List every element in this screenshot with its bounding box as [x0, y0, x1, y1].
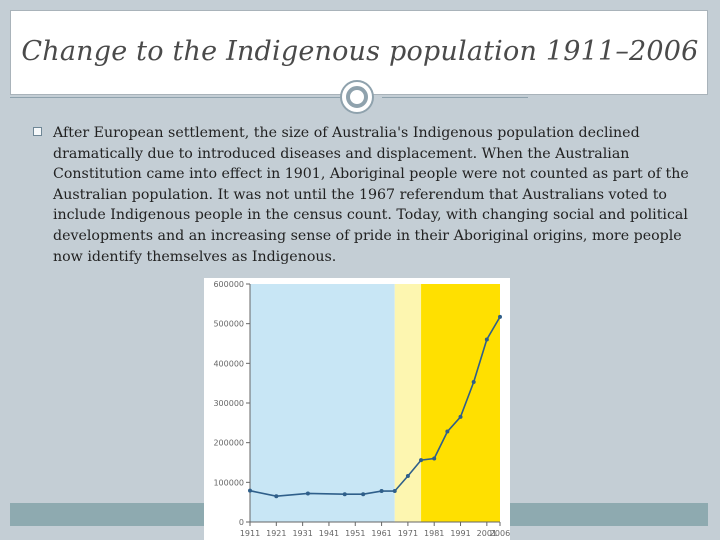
y-tick-label: 200000 [213, 439, 244, 448]
y-tick-label: 300000 [213, 399, 244, 408]
y-tick-label: 400000 [213, 359, 244, 368]
chart-band-0 [250, 284, 395, 522]
x-tick-label: 2006 [490, 529, 510, 538]
data-point [471, 379, 476, 384]
x-tick-label: 1911 [240, 529, 260, 538]
bullet-text: After European settlement, the size of A… [53, 125, 689, 265]
title-divider-left [10, 97, 340, 98]
x-tick-label: 1981 [424, 529, 444, 538]
data-point [274, 494, 279, 499]
data-point [305, 491, 310, 496]
y-tick-label: 0 [239, 518, 244, 527]
circle-ornament-icon [340, 80, 374, 114]
data-point [458, 414, 463, 419]
data-point [432, 456, 437, 461]
x-tick-label: 1971 [398, 529, 418, 538]
chart-band-1 [394, 284, 422, 522]
data-point [445, 429, 450, 434]
x-tick-label: 1961 [371, 529, 391, 538]
data-point [248, 488, 252, 493]
x-tick-label: 1921 [266, 529, 286, 538]
square-bullet-icon [33, 127, 42, 136]
x-tick-label: 1991 [450, 529, 470, 538]
population-line-chart: 0 100000 200000 300000 400000 500000 600000 191… [213, 280, 510, 538]
y-tick-label: 500000 [213, 320, 244, 329]
title-divider-right [382, 97, 528, 98]
y-tick-label: 100000 [213, 478, 244, 487]
data-point [484, 337, 489, 342]
data-point [392, 489, 397, 494]
x-tick-label: 1941 [319, 529, 339, 538]
x-tick-label: 1951 [345, 529, 365, 538]
x-tick-label: 2001 [477, 529, 497, 538]
population-chart: 0 100000 200000 300000 400000 500000 600000 191… [204, 278, 510, 540]
chart-band-2 [421, 284, 500, 522]
data-point [379, 489, 384, 494]
y-tick-label: 600000 [213, 280, 244, 289]
data-point [342, 492, 347, 497]
data-point [405, 473, 410, 478]
slide-title: Change to the Indigenous population 1911… [21, 36, 699, 67]
bullet-paragraph: After European settlement, the size of A… [33, 123, 693, 267]
x-tick-label: 1931 [292, 529, 312, 538]
data-point [419, 458, 424, 463]
data-point [361, 492, 366, 497]
data-point [498, 314, 502, 319]
